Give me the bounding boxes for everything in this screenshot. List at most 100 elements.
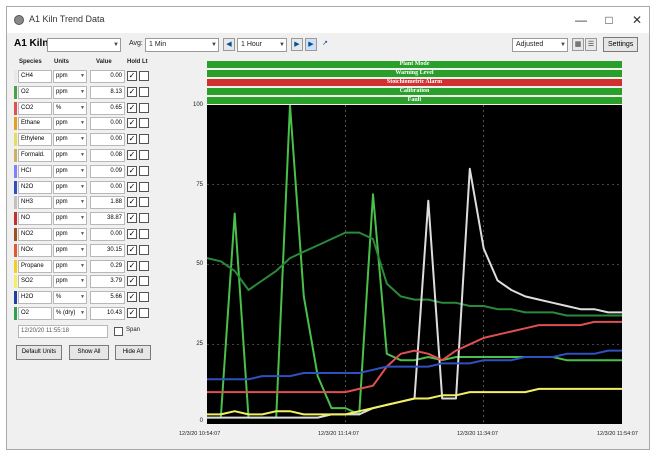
species-unit-select[interactable]: ppm ▼ bbox=[53, 196, 87, 210]
range-forward-button[interactable]: ▶ bbox=[291, 38, 303, 51]
avg-label: Avg: bbox=[129, 40, 143, 47]
species-visible-checkbox[interactable]: ✓ bbox=[127, 244, 137, 255]
chevron-down-icon: ▼ bbox=[80, 262, 85, 269]
species-hold-checkbox[interactable] bbox=[139, 260, 149, 271]
species-hold-checkbox[interactable] bbox=[139, 276, 149, 287]
species-color-swatch bbox=[14, 291, 17, 305]
species-visible-checkbox[interactable]: ✓ bbox=[127, 308, 137, 318]
species-visible-checkbox[interactable]: ✓ bbox=[127, 197, 137, 208]
range-back-button[interactable]: ◀ bbox=[223, 38, 235, 51]
minimize-button[interactable]: — bbox=[575, 13, 587, 27]
value-header: Value bbox=[96, 59, 112, 65]
maximize-button[interactable]: □ bbox=[605, 13, 613, 27]
species-visible-checkbox[interactable]: ✓ bbox=[127, 118, 137, 129]
species-unit-select[interactable]: ppm ▼ bbox=[53, 149, 87, 162]
chevron-down-icon: ▼ bbox=[80, 294, 85, 301]
species-hold-checkbox[interactable] bbox=[139, 71, 149, 81]
species-visible-checkbox[interactable]: ✓ bbox=[127, 260, 137, 271]
species-visible-checkbox[interactable]: ✓ bbox=[127, 71, 137, 81]
chevron-down-icon: ▼ bbox=[80, 278, 85, 285]
species-value: 0.00 bbox=[90, 180, 125, 194]
span-checkbox[interactable] bbox=[114, 327, 123, 336]
x-tick-label: 12/3/20 11:54:07 bbox=[597, 431, 638, 437]
species-value: 3.79 bbox=[90, 275, 125, 289]
species-color-swatch bbox=[14, 70, 17, 83]
species-name: O2 bbox=[18, 85, 52, 99]
species-hold-checkbox[interactable] bbox=[139, 181, 149, 192]
species-visible-checkbox[interactable]: ✓ bbox=[127, 134, 137, 145]
species-name: Ethylene bbox=[18, 133, 52, 147]
species-row: NO ppm ▼ 38.87 ✓ bbox=[14, 211, 161, 226]
species-row: O2 ppm ▼ 8.13 ✓ bbox=[14, 85, 161, 100]
close-button[interactable]: ✕ bbox=[631, 13, 643, 27]
species-unit-select[interactable]: % ▼ bbox=[53, 291, 87, 305]
species-unit-select[interactable]: ppm ▼ bbox=[53, 133, 87, 147]
species-hold-checkbox[interactable] bbox=[139, 292, 149, 303]
species-unit-select[interactable]: ppm ▼ bbox=[53, 70, 87, 83]
species-visible-checkbox[interactable]: ✓ bbox=[127, 86, 137, 97]
species-unit-select[interactable]: ppm ▼ bbox=[53, 180, 87, 194]
kiln-select[interactable]: ▼ bbox=[47, 38, 121, 52]
grid-icon[interactable]: ▦ bbox=[572, 38, 584, 51]
species-unit-select[interactable]: ppm ▼ bbox=[53, 164, 87, 178]
species-visible-checkbox[interactable]: ✓ bbox=[127, 102, 137, 113]
species-visible-checkbox[interactable]: ✓ bbox=[127, 165, 137, 176]
x-tick-label: 12/3/20 11:14:07 bbox=[318, 431, 359, 437]
species-hold-checkbox[interactable] bbox=[139, 150, 149, 160]
species-visible-checkbox[interactable]: ✓ bbox=[127, 181, 137, 192]
range-select[interactable]: 1 Hour ▼ bbox=[237, 38, 287, 52]
species-unit-select[interactable]: ppm ▼ bbox=[53, 212, 87, 226]
species-hold-checkbox[interactable] bbox=[139, 308, 149, 318]
species-row: Formald. ppm ▼ 0.08 ✓ bbox=[14, 148, 161, 163]
zoom-icon[interactable]: ↗ bbox=[322, 40, 328, 47]
species-row: CO2% ▼ 0.65 ✓ bbox=[14, 101, 161, 116]
avg-select[interactable]: 1 Min ▼ bbox=[145, 38, 219, 52]
species-unit-value: ppm bbox=[56, 262, 68, 269]
species-hold-checkbox[interactable] bbox=[139, 197, 149, 208]
chevron-down-icon: ▼ bbox=[113, 42, 119, 48]
species-unit-value: ppm bbox=[56, 246, 68, 253]
chevron-down-icon: ▼ bbox=[279, 42, 285, 48]
show-all-button[interactable]: Show All bbox=[69, 345, 109, 360]
species-name: Ethane bbox=[18, 117, 52, 131]
species-name: NO2 bbox=[18, 228, 52, 241]
chevron-down-icon: ▼ bbox=[211, 42, 217, 48]
species-hold-checkbox[interactable] bbox=[139, 102, 149, 113]
live-button[interactable]: ▶ bbox=[305, 38, 317, 51]
species-name: CH4 bbox=[18, 70, 52, 83]
species-row: NH3 ppm ▼ 1.88 ✓ bbox=[14, 195, 161, 210]
species-hold-checkbox[interactable] bbox=[139, 118, 149, 129]
species-unit-select[interactable]: % (dry) ▼ bbox=[53, 307, 87, 320]
species-unit-value: ppm bbox=[56, 199, 68, 206]
species-visible-checkbox[interactable]: ✓ bbox=[127, 276, 137, 287]
species-hold-checkbox[interactable] bbox=[139, 229, 149, 239]
species-unit-select[interactable]: ppm ▼ bbox=[53, 243, 87, 257]
species-hold-checkbox[interactable] bbox=[139, 213, 149, 224]
default-units-button[interactable]: Default Units bbox=[16, 345, 62, 360]
species-unit-select[interactable]: ppm ▼ bbox=[53, 85, 87, 99]
species-visible-checkbox[interactable]: ✓ bbox=[127, 213, 137, 224]
species-hold-checkbox[interactable] bbox=[139, 134, 149, 145]
species-unit-select[interactable]: ppm ▼ bbox=[53, 228, 87, 241]
species-hold-checkbox[interactable] bbox=[139, 244, 149, 255]
trend-plot[interactable] bbox=[206, 104, 622, 424]
list-icon[interactable]: ☰ bbox=[585, 38, 597, 51]
hide-all-button[interactable]: Hide All bbox=[115, 345, 151, 360]
species-unit-select[interactable]: ppm ▼ bbox=[53, 259, 87, 273]
species-visible-checkbox[interactable]: ✓ bbox=[127, 150, 137, 160]
species-hold-checkbox[interactable] bbox=[139, 165, 149, 176]
settings-button[interactable]: Settings bbox=[603, 37, 639, 52]
species-unit-select[interactable]: % ▼ bbox=[53, 101, 87, 115]
species-name: NH3 bbox=[18, 196, 52, 210]
species-unit-select[interactable]: ppm ▼ bbox=[53, 117, 87, 131]
species-unit-value: % bbox=[56, 104, 62, 111]
app-icon bbox=[14, 15, 24, 25]
species-hold-checkbox[interactable] bbox=[139, 86, 149, 97]
species-visible-checkbox[interactable]: ✓ bbox=[127, 229, 137, 239]
date-field[interactable]: 12/20/20 11:55:18 bbox=[18, 325, 108, 338]
scale-select[interactable]: Adjusted ▼ bbox=[512, 38, 568, 52]
species-visible-checkbox[interactable]: ✓ bbox=[127, 292, 137, 303]
status-plant-mode: Plant Mode bbox=[207, 61, 622, 68]
species-unit-select[interactable]: ppm ▼ bbox=[53, 275, 87, 289]
species-unit-value: ppm bbox=[56, 278, 68, 285]
